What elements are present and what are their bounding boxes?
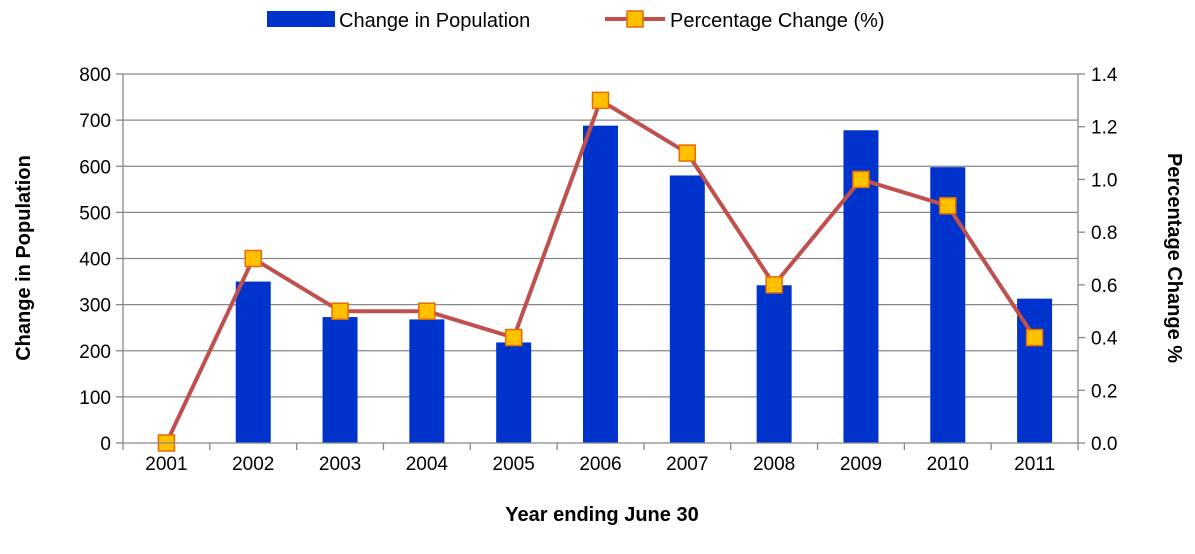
legend-swatch-bar	[267, 11, 335, 27]
line-point	[1025, 328, 1044, 347]
left-tick-label: 0	[100, 434, 111, 455]
legend-label-bar: Change in Population	[339, 10, 530, 32]
x-axis-ticks: 2001 2002 2003 2004 2005 2006 2007 2008 2009 2010…	[122, 443, 1079, 475]
left-tick-label: 800	[79, 65, 111, 86]
bar	[756, 285, 792, 443]
line-point	[678, 144, 697, 162]
right-axis-ticks: 0.0 0.2 0.4 0.6 0.8 1.0 1.2 1.4	[1078, 65, 1118, 455]
legend: Change in Population Percentage Change (…	[267, 10, 885, 32]
x-tick-label: 2008	[753, 454, 795, 475]
x-tick-label: 2006	[579, 454, 621, 475]
left-axis-title: Change in Population	[13, 155, 35, 361]
bar	[583, 125, 618, 443]
bar	[409, 319, 445, 443]
right-tick-label: 1.2	[1091, 118, 1117, 139]
line-point	[852, 170, 870, 189]
x-axis-title: Year ending June 30	[505, 504, 698, 526]
left-tick-label: 400	[79, 250, 111, 271]
left-tick-label: 300	[79, 296, 111, 317]
left-tick-label: 700	[79, 111, 111, 132]
x-tick-label: 2003	[319, 454, 361, 475]
right-axis-title: Percentage Change %	[1163, 153, 1185, 363]
x-tick-label: 2004	[406, 454, 449, 475]
x-tick-label: 2009	[840, 454, 882, 475]
left-tick-label: 100	[79, 388, 111, 409]
bar-series	[235, 125, 1053, 444]
right-tick-label: 0.6	[1091, 276, 1117, 297]
line-point	[244, 249, 262, 268]
bar	[322, 317, 358, 443]
line-point	[939, 197, 957, 215]
legend-label-line: Percentage Change (%)	[670, 10, 885, 32]
line-point	[504, 328, 523, 347]
x-tick-label: 2011	[1014, 454, 1055, 475]
legend-swatch-marker	[626, 10, 644, 28]
line-point	[765, 276, 783, 294]
right-tick-label: 0.8	[1091, 223, 1117, 244]
right-tick-label: 0.2	[1091, 381, 1117, 402]
left-tick-label: 600	[79, 157, 111, 178]
right-tick-label: 1.4	[1091, 65, 1118, 86]
right-tick-label: 0.4	[1091, 329, 1118, 350]
left-axis-ticks: 0 100 200 300 400 500 600 700 800	[79, 65, 123, 455]
line-point	[591, 91, 610, 110]
x-tick-label: 2002	[232, 454, 274, 475]
bar	[496, 342, 532, 443]
right-tick-label: 1.0	[1091, 170, 1117, 191]
x-tick-label: 2007	[666, 454, 708, 475]
right-tick-label: 0.0	[1091, 434, 1117, 455]
left-tick-label: 200	[79, 342, 111, 363]
x-tick-label: 2005	[493, 454, 535, 475]
line-series	[157, 91, 1044, 452]
bar	[235, 281, 271, 443]
x-tick-label: 2001	[145, 454, 187, 475]
line-point	[331, 302, 349, 320]
x-tick-label: 2010	[927, 454, 969, 475]
line-point	[418, 302, 436, 320]
bar	[669, 175, 705, 443]
left-tick-label: 500	[79, 203, 111, 224]
